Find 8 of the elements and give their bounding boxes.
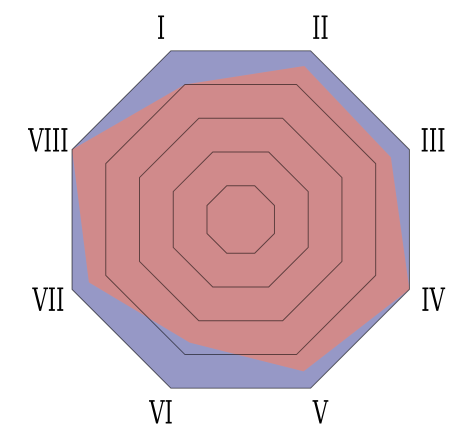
spoke-label: V: [312, 400, 328, 424]
spoke-label: VIII: [28, 128, 68, 152]
spoke-label: II: [313, 15, 328, 39]
spoke-label: VII: [32, 287, 64, 311]
spoke-label: III: [422, 128, 444, 152]
spoke-label: IV: [422, 287, 446, 311]
spoke-label: VI: [149, 400, 172, 424]
spoke-label: I: [158, 15, 164, 39]
